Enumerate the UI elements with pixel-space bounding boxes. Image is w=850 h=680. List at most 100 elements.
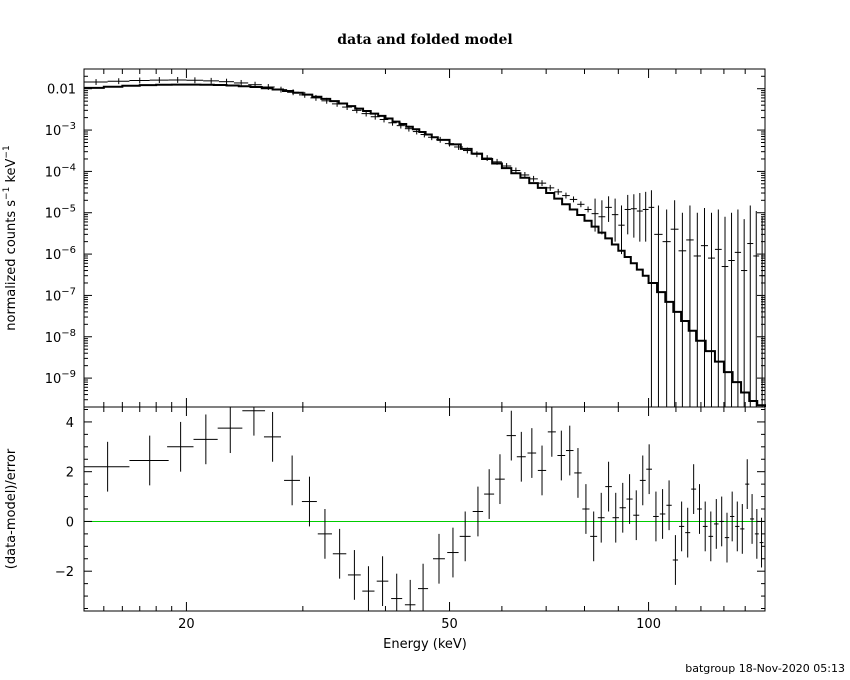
spectrum-y-axis-label: normalized counts s−1 keV−1 (2, 145, 19, 330)
residual-point (404, 579, 416, 611)
residual-point (653, 491, 659, 542)
residual-point (557, 430, 566, 481)
footer-stamp: batgroup 18-Nov-2020 05:13 (685, 662, 845, 675)
residuals-y-ticks: −2 0 2 4 (55, 408, 765, 610)
residual-point (217, 407, 243, 454)
residual-point (708, 511, 714, 562)
spectrum-data-point (630, 194, 637, 238)
residual-point (574, 448, 582, 498)
spectrum-data-point (753, 211, 760, 407)
residual-point (495, 454, 505, 505)
residual-point (730, 491, 735, 542)
residual-point (565, 425, 574, 476)
spectrum-data-point (624, 194, 631, 235)
spectrum-y-tick-label: 10−9 (45, 369, 76, 387)
spectrum-data-point (107, 78, 130, 85)
residual-point (391, 573, 403, 611)
residuals-x-ticks: 20 50 100 (103, 407, 766, 632)
spectrum-data-point (648, 190, 655, 407)
residual-point (376, 556, 389, 607)
spectrum-panel: 0.01 10−3 10−4 10−5 10−6 10−7 10−8 10−9 normali… (2, 68, 766, 408)
x-axis-label: Energy (keV) (383, 637, 467, 652)
residual-point (447, 527, 459, 578)
spectrum-y-tick-label: 10−8 (45, 328, 76, 346)
spectrum-y-ticks: 0.01 10−3 10−4 10−5 10−6 10−7 10−8 10−9 (45, 68, 765, 401)
residual-point (672, 535, 679, 585)
residual-point (724, 512, 730, 563)
spectrum-data-point (618, 205, 625, 255)
spectrum-data-point (642, 191, 649, 242)
spectrum-data-point (218, 78, 234, 85)
residual-point (317, 509, 332, 559)
spectrum-data-points (84, 76, 765, 407)
spectrum-data-point (654, 205, 663, 407)
spectrum-y-tick-label: 10−4 (45, 162, 76, 180)
spectrum-data-point (186, 77, 204, 84)
spectrum-data-point (562, 192, 570, 199)
spectrum-data-point (741, 219, 748, 407)
residual-point (506, 410, 516, 461)
chart-title: data and folded model (337, 32, 512, 48)
residual-point (750, 494, 755, 544)
spectrum-data-point (129, 77, 150, 84)
spectrum-data-point (700, 208, 709, 407)
folded-model-line (84, 83, 766, 407)
residual-point (582, 484, 590, 534)
spectrum-y-tick-label: 10−5 (45, 204, 76, 222)
residual-point (432, 533, 445, 584)
residual-point (590, 511, 598, 562)
residual-point (417, 563, 429, 611)
residual-point (619, 482, 626, 533)
spectrum-data-point (554, 188, 563, 195)
residual-point (685, 507, 691, 558)
spectrum-data-point (662, 209, 671, 407)
residual-point (242, 407, 266, 436)
residual-point (639, 455, 646, 506)
residuals-panel: −2 0 2 4 20 50 100 (data-model)/error Energy … (4, 406, 766, 652)
spectrum-x-ticks (103, 69, 766, 407)
spectrum-y-tick-label: 0.01 (47, 83, 76, 98)
residual-point (193, 414, 218, 465)
residual-point (745, 459, 750, 509)
spectrum-frame (83, 68, 766, 408)
spectrum-data-point (233, 79, 249, 86)
spectrum-data-point (759, 216, 765, 407)
x-tick-label: 100 (636, 617, 661, 632)
residual-point (547, 407, 556, 457)
spectrum-data-point (728, 212, 735, 407)
spectrum-data-point (529, 175, 538, 182)
residual-point (537, 445, 547, 496)
residual-point (691, 464, 697, 514)
residuals-data-points (84, 407, 764, 611)
residual-point (263, 411, 281, 462)
residual-point (633, 490, 640, 541)
spectrum-data-point (747, 205, 754, 407)
residual-point (167, 421, 194, 472)
residual-point (301, 476, 317, 527)
residual-point (459, 511, 471, 562)
residual-point (129, 435, 169, 486)
residual-point (332, 528, 347, 579)
spectrum-data-point (168, 76, 187, 83)
spectrum-data-point (605, 196, 612, 222)
spectrum-data-point (678, 212, 687, 407)
residual-point (362, 566, 375, 611)
residual-point (759, 517, 764, 568)
residual-point (679, 501, 685, 552)
spectrum-data-point (569, 196, 578, 203)
residual-point (612, 492, 619, 543)
x-tick-label: 20 (178, 617, 195, 632)
spectrum-data-point (670, 200, 679, 407)
residual-point (666, 480, 672, 531)
residuals-y-tick-label: 0 (66, 515, 74, 530)
residuals-y-tick-label: −2 (55, 565, 74, 580)
spectrum-data-point (546, 184, 555, 191)
spectrum-data-point (721, 216, 729, 407)
residual-point (659, 489, 666, 539)
spectrum-y-tick-label: 10−6 (45, 245, 76, 263)
spectrum-data-point (686, 205, 694, 407)
spectrum-data-point (734, 209, 742, 407)
residual-point (735, 501, 740, 552)
spectrum-data-point (708, 212, 715, 407)
